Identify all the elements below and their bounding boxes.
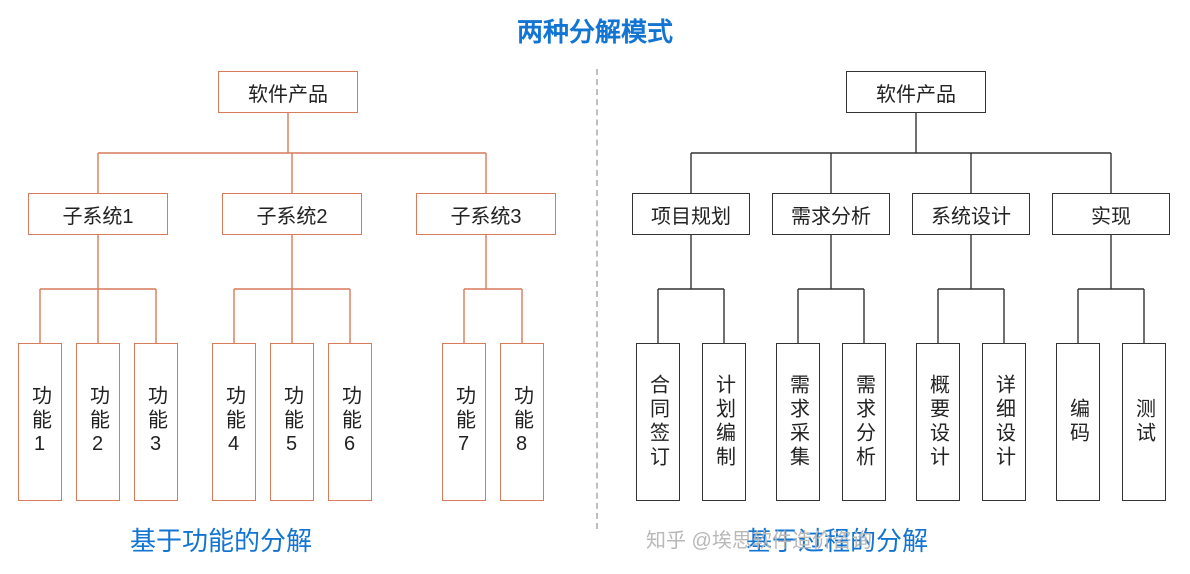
right-l2-2-box: 系统设计	[912, 193, 1030, 235]
diagram-container: 软件产品子系统1 子系统2 子系统3 功能1 功能2 功能3 功能4 功能5 功能6 功能7 功能8…	[0, 49, 1190, 559]
left-l2-1-box: 子系统2	[222, 193, 362, 235]
right-connectors	[596, 49, 1190, 559]
right-l3-3-box: 需求分析	[842, 343, 886, 501]
right-l3-5-box: 详细设计	[982, 343, 1026, 501]
left-l3-6-box: 功能7	[442, 343, 486, 501]
left-caption: 基于功能的分解	[130, 521, 312, 558]
left-l3-3-box: 功能4	[212, 343, 256, 501]
watermark: 知乎 @埃思软件造价咨询	[646, 524, 872, 553]
left-root-box: 软件产品	[218, 71, 358, 113]
left-l2-0-box: 子系统1	[28, 193, 168, 235]
left-tree-panel: 软件产品子系统1 子系统2 子系统3 功能1 功能2 功能3 功能4 功能5 功能6 功能7 功能8…	[0, 49, 596, 559]
right-tree-panel: 软件产品项目规划需求分析系统设计实现合同签订计划编制需求采集需求分析概要设计详细…	[596, 49, 1190, 559]
left-l3-2-box: 功能3	[134, 343, 178, 501]
left-l3-5-box: 功能6	[328, 343, 372, 501]
right-l3-4-box: 概要设计	[916, 343, 960, 501]
left-l3-0-box: 功能1	[18, 343, 62, 501]
left-l3-7-box: 功能8	[500, 343, 544, 501]
right-l3-7-box: 测试	[1122, 343, 1166, 501]
left-l3-4-box: 功能5	[270, 343, 314, 501]
right-l2-0-box: 项目规划	[632, 193, 750, 235]
right-l3-1-box: 计划编制	[702, 343, 746, 501]
left-l2-2-box: 子系统3	[416, 193, 556, 235]
right-l3-6-box: 编码	[1056, 343, 1100, 501]
diagram-title: 两种分解模式	[0, 0, 1190, 49]
right-l3-0-box: 合同签订	[636, 343, 680, 501]
left-l3-1-box: 功能2	[76, 343, 120, 501]
right-l2-1-box: 需求分析	[772, 193, 890, 235]
right-l2-3-box: 实现	[1052, 193, 1170, 235]
right-l3-2-box: 需求采集	[776, 343, 820, 501]
right-root-box: 软件产品	[846, 71, 986, 113]
